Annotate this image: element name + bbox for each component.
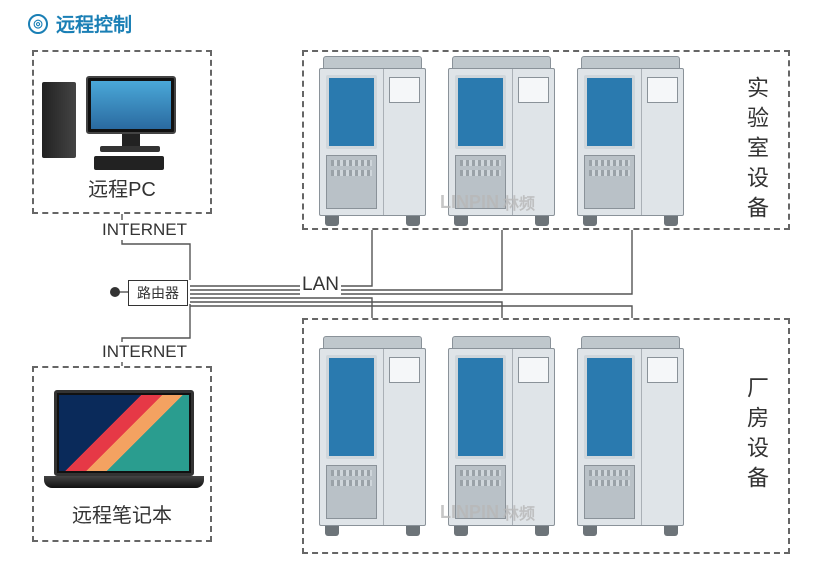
chamber-icon bbox=[573, 56, 688, 226]
internet-label-bottom: INTERNET bbox=[100, 342, 189, 362]
chamber-icon bbox=[315, 56, 430, 226]
factory-equipment-label: 厂房设备 bbox=[740, 376, 772, 496]
watermark-en: LINPIN bbox=[440, 192, 499, 213]
pc-keyboard-icon bbox=[94, 156, 164, 170]
pc-base-icon bbox=[100, 146, 160, 152]
watermark: LINPIN 林频 bbox=[440, 500, 535, 524]
watermark: LINPIN 林频 bbox=[440, 190, 535, 214]
laptop-base-icon bbox=[44, 476, 204, 488]
laptop-screen-icon bbox=[54, 390, 194, 476]
target-icon: ◎ bbox=[28, 14, 48, 34]
remote-laptop-label: 远程笔记本 bbox=[34, 499, 210, 528]
title-text: 远程控制 bbox=[56, 10, 132, 37]
watermark-zh: 林频 bbox=[503, 500, 535, 524]
remote-laptop-box: 远程笔记本 bbox=[32, 366, 212, 542]
remote-pc-box: 远程PC bbox=[32, 50, 212, 214]
lab-equipment-label: 实验室设备 bbox=[740, 76, 772, 226]
chamber-icon bbox=[573, 336, 688, 536]
junction-dot-icon bbox=[110, 287, 120, 297]
router-label: 路由器 bbox=[128, 280, 188, 306]
diagram-title: ◎ 远程控制 bbox=[28, 10, 132, 37]
chamber-icon bbox=[315, 336, 430, 536]
internet-label-top: INTERNET bbox=[100, 220, 189, 240]
pc-stand-icon bbox=[122, 134, 140, 146]
watermark-en: LINPIN bbox=[440, 502, 499, 523]
lan-label: LAN bbox=[300, 274, 341, 296]
pc-tower-icon bbox=[42, 82, 76, 158]
remote-pc-label: 远程PC bbox=[34, 173, 210, 202]
pc-monitor-icon bbox=[86, 76, 176, 134]
watermark-zh: 林频 bbox=[503, 190, 535, 214]
